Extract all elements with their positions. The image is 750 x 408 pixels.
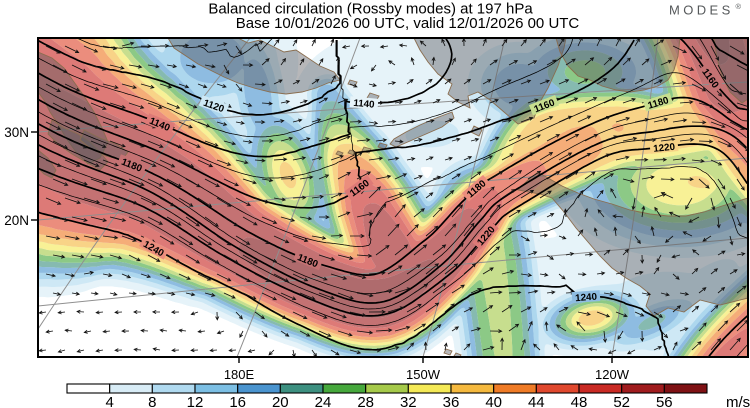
svg-text:180E: 180E <box>224 367 255 382</box>
svg-text:52: 52 <box>613 394 630 408</box>
svg-text:48: 48 <box>571 394 588 408</box>
svg-text:m/s: m/s <box>726 394 750 408</box>
svg-text:Base 10/01/2026 00 UTC, valid: Base 10/01/2026 00 UTC, valid 12/01/2026… <box>236 15 580 32</box>
svg-text:30N: 30N <box>4 125 29 140</box>
svg-text:1240: 1240 <box>575 292 598 305</box>
svg-text:16: 16 <box>229 394 246 408</box>
svg-text:1220: 1220 <box>653 142 676 155</box>
svg-text:40: 40 <box>485 394 502 408</box>
svg-text:28: 28 <box>357 394 374 408</box>
svg-text:56: 56 <box>656 394 673 408</box>
svg-text:20N: 20N <box>4 213 29 228</box>
svg-text:150W: 150W <box>406 367 441 382</box>
svg-text:4: 4 <box>106 394 114 408</box>
svg-text:120W: 120W <box>595 367 630 382</box>
svg-text:24: 24 <box>315 394 332 408</box>
svg-text:®: ® <box>736 2 742 11</box>
svg-text:32: 32 <box>400 394 417 408</box>
svg-text:44: 44 <box>528 394 545 408</box>
svg-text:Balanced circulation (Rossby m: Balanced circulation (Rossby modes) at 1… <box>208 1 533 18</box>
svg-text:1140: 1140 <box>353 98 376 111</box>
svg-text:36: 36 <box>443 394 460 408</box>
svg-text:MODES: MODES <box>669 3 734 18</box>
svg-text:20: 20 <box>272 394 289 408</box>
svg-text:12: 12 <box>187 394 204 408</box>
svg-text:8: 8 <box>148 394 156 408</box>
